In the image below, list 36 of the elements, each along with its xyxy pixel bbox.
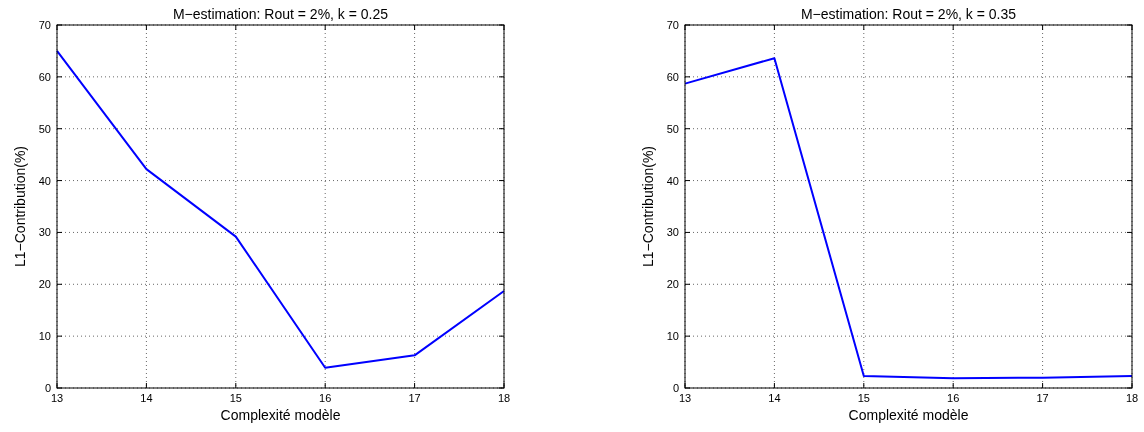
line-series — [684, 57, 1133, 380]
y-axis-title: L1−Contribution(%) — [12, 145, 28, 268]
y-tick-label: 40 — [666, 174, 679, 187]
y-tick-label: 50 — [38, 122, 51, 135]
x-tick-label: 16 — [319, 392, 332, 404]
y-tick-label: 20 — [666, 278, 679, 291]
x-tick-label: 17 — [408, 392, 421, 404]
y-tick-label: 0 — [672, 382, 679, 394]
y-tick-label: 20 — [38, 278, 51, 291]
x-tick-label: 15 — [857, 392, 870, 404]
y-tick-label: 40 — [38, 174, 51, 187]
y-tick-label: 30 — [666, 226, 679, 239]
line-series — [56, 49, 505, 369]
x-tick-label: 14 — [140, 392, 153, 404]
y-tick-label: 60 — [38, 70, 51, 83]
y-tick-label: 70 — [38, 19, 51, 31]
x-tick-label: 13 — [678, 392, 692, 404]
x-tick-label: 13 — [50, 392, 64, 404]
x-axis-title: Complexité modèle — [220, 407, 341, 423]
x-tick-label: 16 — [947, 392, 960, 404]
y-tick-label: 70 — [666, 19, 679, 31]
x-tick-label: 15 — [229, 392, 242, 404]
x-axis-title: Complexité modèle — [848, 407, 969, 423]
chart-title: M−estimation: Rout = 2%, k = 0.25 — [172, 6, 389, 22]
y-tick-label: 10 — [666, 330, 679, 343]
x-tick-label: 17 — [1036, 392, 1049, 404]
y-tick-label: 0 — [44, 382, 51, 394]
chart-title: M−estimation: Rout = 2%, k = 0.35 — [800, 6, 1017, 22]
y-tick-label: 10 — [38, 330, 51, 343]
y-axis-title: L1−Contribution(%) — [640, 145, 656, 268]
y-tick-label: 60 — [666, 70, 679, 83]
x-tick-label: 14 — [768, 392, 781, 404]
x-tick-label: 18 — [497, 392, 511, 404]
x-tick-label: 18 — [1125, 392, 1139, 404]
y-tick-label: 30 — [38, 226, 51, 239]
y-tick-label: 50 — [666, 122, 679, 135]
